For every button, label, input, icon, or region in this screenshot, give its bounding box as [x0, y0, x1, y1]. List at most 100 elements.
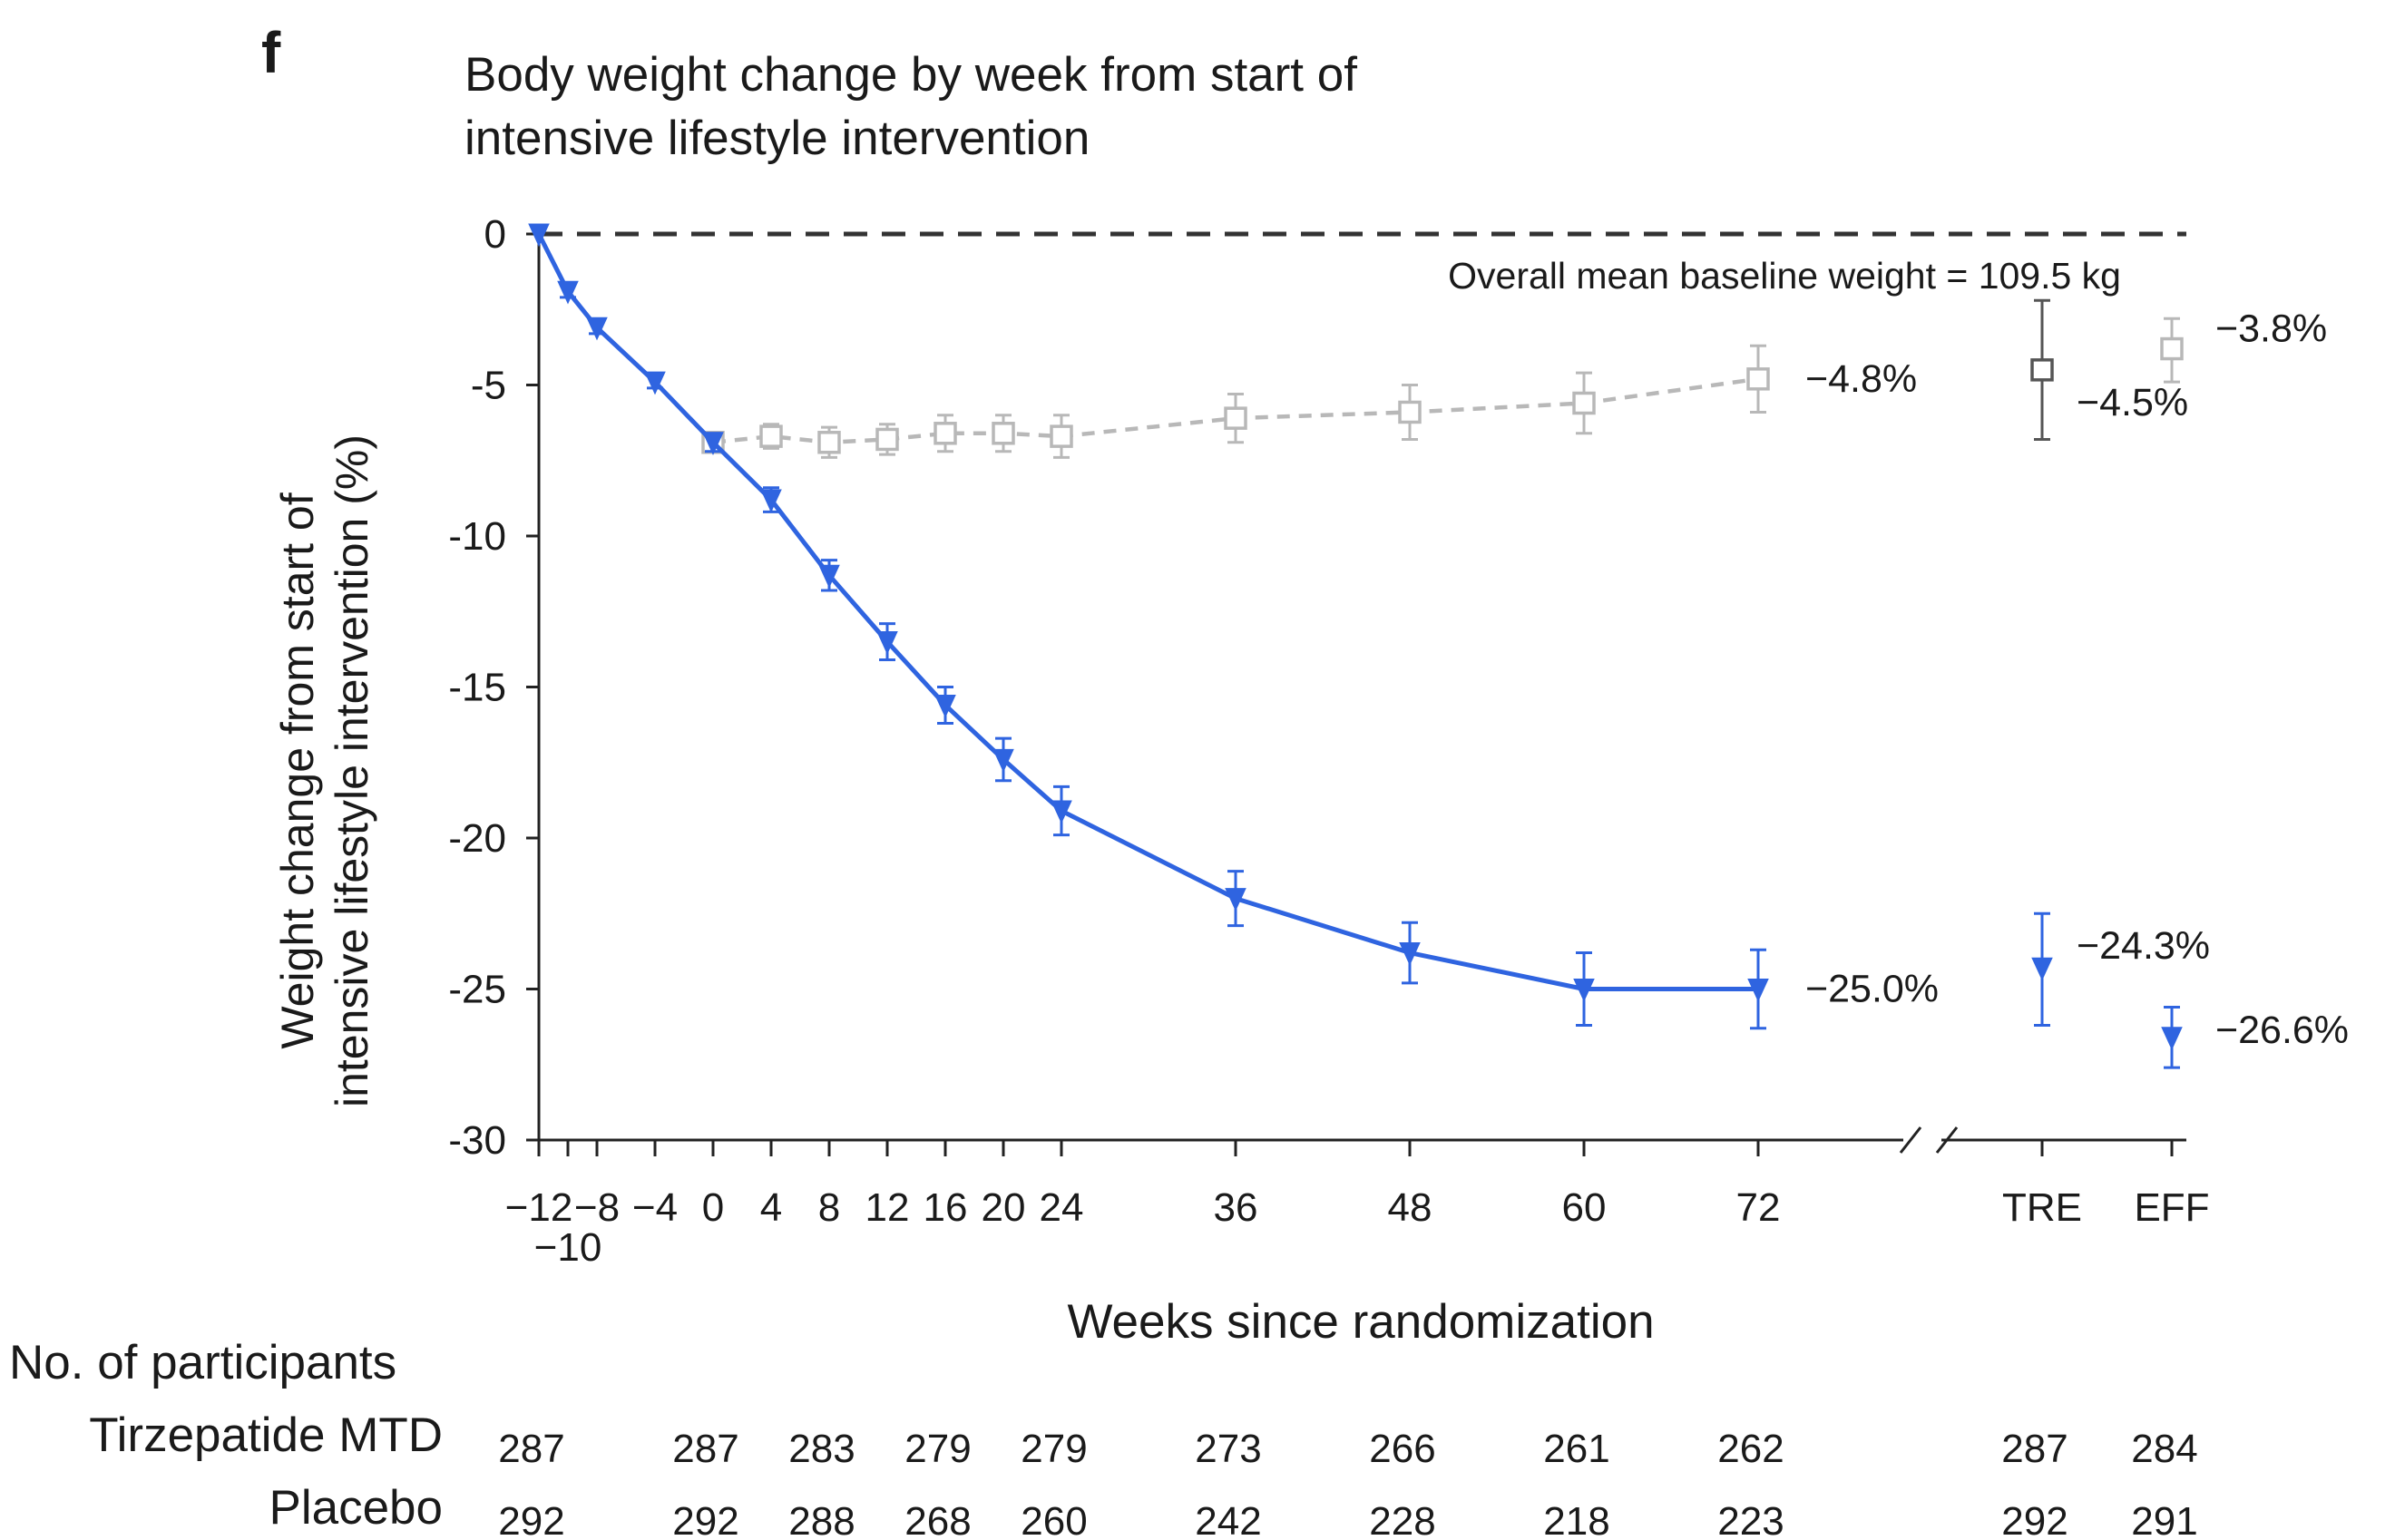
data-point: [1747, 979, 1769, 1002]
data-point: [875, 427, 899, 452]
y-tick-label: 0: [484, 212, 506, 257]
series-layer: −4.8% −4.5% −3.8% −25.0% −24.3%−26.6%: [528, 223, 2349, 1069]
data-point: [817, 431, 841, 454]
x-tick-label: 24: [1040, 1185, 1084, 1230]
x-axis-label: Weeks since randomization: [1067, 1295, 1654, 1349]
table-cell: 279: [1021, 1427, 1087, 1471]
y-tick-label: -15: [448, 666, 506, 710]
table-cell: 218: [1543, 1499, 1609, 1540]
data-point: [1398, 400, 1422, 424]
x-tick-label: 4: [760, 1185, 782, 1230]
axes: 0-5-10-15-20-25-30−12−10−8 −4 0 4 8 12 16 20 24 3…: [448, 212, 2209, 1270]
axis-break-mark: [1935, 1126, 1959, 1154]
data-point: [1399, 942, 1421, 966]
table-cell: 266: [1369, 1427, 1435, 1471]
data-point: [934, 422, 957, 445]
data-point-tre: [2030, 358, 2054, 382]
table-cell: 292: [2001, 1499, 2068, 1540]
data-point: [557, 280, 579, 305]
x-tick-label: 0: [702, 1185, 724, 1230]
x-tick-label: −12: [505, 1185, 573, 1230]
baseline-annotation: Overall mean baseline weight = 109.5 kg: [1448, 255, 2121, 297]
x-tick-label: 48: [1388, 1185, 1432, 1230]
data-point: [528, 223, 550, 248]
y-axis-label-line-2: intensive lifestyle intervention (%): [327, 434, 377, 1107]
y-axis-label: Weight change from start of intensive li…: [272, 434, 377, 1107]
x-tick-label: 36: [1214, 1185, 1258, 1230]
x-tick-label: −4: [632, 1185, 678, 1230]
table-cell: 262: [1717, 1427, 1784, 1471]
data-point: [876, 631, 898, 655]
value-label-eff: −26.6%: [2215, 1009, 2349, 1052]
data-point: [702, 432, 724, 455]
data-point: [1746, 367, 1770, 391]
chart-title-line-1: Body weight change by week from start of: [464, 48, 1357, 102]
table-cell: 287: [672, 1427, 738, 1471]
x-tick-label: 16: [924, 1185, 968, 1230]
table-cell: 287: [498, 1427, 564, 1471]
data-point: [992, 748, 1014, 773]
value-label-eff: −3.8%: [2215, 307, 2327, 351]
x-tick-label: −10: [534, 1225, 602, 1270]
chart-title-line-2: intensive lifestyle intervention: [464, 112, 1090, 165]
participants-heading: No. of participants: [9, 1336, 396, 1389]
data-point-eff: [2160, 336, 2184, 361]
table-cell: 292: [498, 1499, 564, 1540]
data-point-eff: [2161, 1027, 2183, 1050]
data-point: [760, 489, 782, 513]
table-cell: 288: [788, 1499, 855, 1540]
data-point: [818, 564, 840, 589]
table-row-label: Placebo: [269, 1481, 443, 1535]
x-tick-label: 60: [1562, 1185, 1607, 1230]
data-point: [1224, 406, 1247, 430]
x-tick-label: −8: [574, 1185, 620, 1230]
y-tick-label: -30: [448, 1118, 506, 1163]
y-tick-label: -20: [448, 816, 506, 861]
data-point: [586, 317, 608, 341]
y-tick-label: -10: [448, 514, 506, 559]
data-point: [644, 371, 666, 395]
y-tick-label: -25: [448, 968, 506, 1012]
data-point: [934, 694, 956, 718]
series-line: [536, 232, 1758, 991]
table-cell: 223: [1717, 1499, 1784, 1540]
x-tick-label: 20: [982, 1185, 1026, 1230]
x-category-label: EFF: [2134, 1185, 2209, 1230]
table-cell: 261: [1543, 1427, 1609, 1471]
table-cell: 279: [904, 1427, 971, 1471]
table-cell: 291: [2131, 1499, 2197, 1540]
data-point: [1225, 888, 1246, 911]
x-tick-label: 12: [865, 1185, 910, 1230]
table-cell: 273: [1195, 1427, 1261, 1471]
series-placebo: −4.8% −4.5% −3.8%: [701, 298, 2327, 459]
table-cell: 283: [788, 1427, 855, 1471]
series-tirzepatide: −25.0% −24.3%−26.6%: [528, 223, 2349, 1069]
data-point: [1051, 800, 1072, 824]
table-cell: 242: [1195, 1499, 1261, 1540]
data-point: [992, 422, 1015, 445]
table-cell: 287: [2001, 1427, 2068, 1471]
table-cell: 228: [1369, 1499, 1435, 1540]
table-row-label: Tirzepatide MTD: [89, 1408, 443, 1462]
end-value-label: −4.8%: [1805, 357, 1917, 401]
data-point: [1050, 424, 1073, 448]
x-tick-label: 8: [818, 1185, 840, 1230]
y-tick-label: -5: [471, 364, 506, 408]
participants-table: Tirzepatide MTD 287 287 283 279 279 273 266 261 2…: [89, 1408, 2197, 1540]
x-category-label: TRE: [2002, 1185, 2082, 1230]
data-point: [1573, 979, 1595, 1002]
data-point-tre: [2031, 957, 2053, 981]
y-axis-label-line-1: Weight change from start of: [272, 492, 323, 1048]
x-tick-label: 72: [1736, 1185, 1781, 1230]
table-cell: 292: [672, 1499, 738, 1540]
axis-break-mark: [1899, 1126, 1922, 1154]
value-label-tre: −24.3%: [2077, 924, 2210, 968]
value-label-tre: −4.5%: [2077, 381, 2188, 424]
data-point: [1572, 391, 1596, 415]
panel-letter: f: [261, 20, 281, 85]
table-cell: 268: [904, 1499, 971, 1540]
end-value-label: −25.0%: [1805, 968, 1939, 1011]
table-cell: 284: [2131, 1427, 2197, 1471]
table-cell: 260: [1021, 1499, 1087, 1540]
